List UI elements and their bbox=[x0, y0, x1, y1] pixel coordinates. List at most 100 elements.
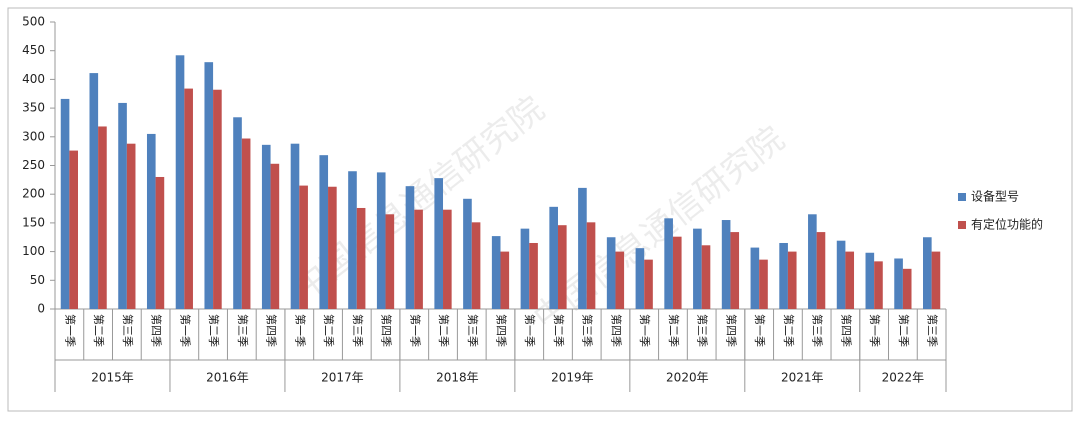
bar bbox=[434, 178, 444, 309]
bar bbox=[491, 236, 501, 309]
bar bbox=[606, 237, 616, 309]
x-tick-label: 第四季 bbox=[495, 314, 509, 347]
group-label: 2019年 bbox=[551, 371, 594, 385]
x-tick-label: 第一季 bbox=[868, 314, 882, 347]
y-tick-label: 500 bbox=[22, 15, 45, 29]
bar bbox=[759, 259, 768, 309]
x-tick-label: 第三季 bbox=[351, 314, 365, 347]
bar bbox=[721, 220, 731, 309]
x-tick-label: 第一季 bbox=[178, 314, 192, 347]
bar bbox=[126, 143, 136, 309]
bar bbox=[328, 186, 337, 309]
bar bbox=[672, 236, 682, 309]
y-tick-label: 300 bbox=[22, 129, 45, 143]
bar bbox=[69, 150, 78, 309]
legend-label: 有定位功能的 bbox=[971, 217, 1043, 232]
y-tick-label: 200 bbox=[22, 187, 45, 201]
bar bbox=[644, 259, 653, 309]
group-label: 2015年 bbox=[91, 371, 134, 385]
bar bbox=[836, 240, 846, 309]
bar bbox=[261, 144, 271, 309]
bar bbox=[89, 73, 99, 309]
bar bbox=[270, 163, 280, 309]
bar bbox=[463, 198, 472, 309]
bar bbox=[184, 88, 193, 309]
bar bbox=[376, 172, 386, 309]
x-tick-label: 第三季 bbox=[121, 314, 135, 347]
y-tick-label: 150 bbox=[22, 215, 45, 229]
bar bbox=[816, 232, 826, 309]
bar bbox=[233, 117, 242, 309]
bar bbox=[213, 89, 222, 310]
group-label: 2022年 bbox=[882, 371, 925, 385]
bar bbox=[155, 176, 165, 309]
group-label: 2017年 bbox=[321, 371, 364, 385]
bar bbox=[204, 62, 214, 310]
x-tick-label: 第四季 bbox=[724, 314, 738, 347]
bar bbox=[443, 209, 452, 309]
bar bbox=[290, 143, 300, 309]
bar bbox=[405, 186, 415, 309]
x-tick-label: 第一季 bbox=[408, 314, 422, 347]
x-tick-label: 第二季 bbox=[897, 314, 911, 347]
x-tick-label: 第二季 bbox=[322, 314, 336, 347]
bar bbox=[664, 218, 673, 309]
x-tick-label: 第三季 bbox=[466, 314, 480, 347]
y-tick-label: 50 bbox=[30, 273, 45, 287]
bar bbox=[356, 207, 366, 309]
bar bbox=[750, 247, 760, 309]
bar bbox=[845, 251, 855, 309]
bar bbox=[98, 126, 107, 309]
bar bbox=[635, 248, 645, 309]
x-tick-label: 第一季 bbox=[293, 314, 307, 347]
x-tick-label: 第三季 bbox=[926, 314, 940, 347]
x-tick-label: 第二季 bbox=[437, 314, 451, 347]
bar bbox=[894, 258, 903, 309]
legend-label: 设备型号 bbox=[971, 190, 1019, 204]
bar bbox=[529, 242, 538, 309]
bar bbox=[471, 222, 481, 309]
bar bbox=[865, 252, 875, 309]
x-tick-label: 第四季 bbox=[150, 314, 164, 347]
bar bbox=[615, 251, 625, 309]
bar bbox=[578, 187, 587, 309]
group-label: 2016年 bbox=[206, 371, 249, 385]
x-tick-label: 第三季 bbox=[696, 314, 710, 347]
y-tick-label: 250 bbox=[22, 158, 45, 172]
bar bbox=[874, 261, 883, 309]
x-tick-label: 第二季 bbox=[667, 314, 681, 347]
x-tick-label: 第四季 bbox=[609, 314, 623, 347]
x-tick-label: 第三季 bbox=[236, 314, 250, 347]
x-tick-label: 第四季 bbox=[265, 314, 279, 347]
bar bbox=[319, 155, 329, 309]
y-tick-label: 350 bbox=[22, 101, 45, 115]
x-tick-label: 第四季 bbox=[380, 314, 394, 347]
x-tick-label: 第一季 bbox=[63, 314, 77, 347]
bar bbox=[693, 228, 702, 309]
y-tick-label: 400 bbox=[22, 72, 45, 86]
bar bbox=[923, 237, 932, 309]
bar bbox=[808, 214, 817, 309]
bar bbox=[520, 228, 530, 309]
x-tick-label: 第二季 bbox=[552, 314, 566, 347]
x-tick-label: 第四季 bbox=[839, 314, 853, 347]
x-tick-label: 第一季 bbox=[523, 314, 537, 347]
bar bbox=[118, 102, 127, 310]
bar bbox=[500, 251, 510, 309]
bar bbox=[60, 98, 70, 309]
y-tick-label: 450 bbox=[22, 43, 45, 57]
legend-swatch bbox=[958, 221, 966, 229]
x-tick-label: 第二季 bbox=[782, 314, 796, 347]
x-tick-label: 第一季 bbox=[753, 314, 767, 347]
bar bbox=[549, 206, 558, 309]
bar bbox=[175, 55, 185, 310]
bar bbox=[931, 251, 941, 309]
y-tick-label: 0 bbox=[37, 302, 45, 316]
bar bbox=[348, 171, 357, 309]
bar bbox=[385, 214, 395, 309]
group-label: 2018年 bbox=[436, 371, 479, 385]
chart-border bbox=[7, 7, 1073, 412]
bar bbox=[299, 185, 308, 309]
bar bbox=[414, 209, 423, 309]
